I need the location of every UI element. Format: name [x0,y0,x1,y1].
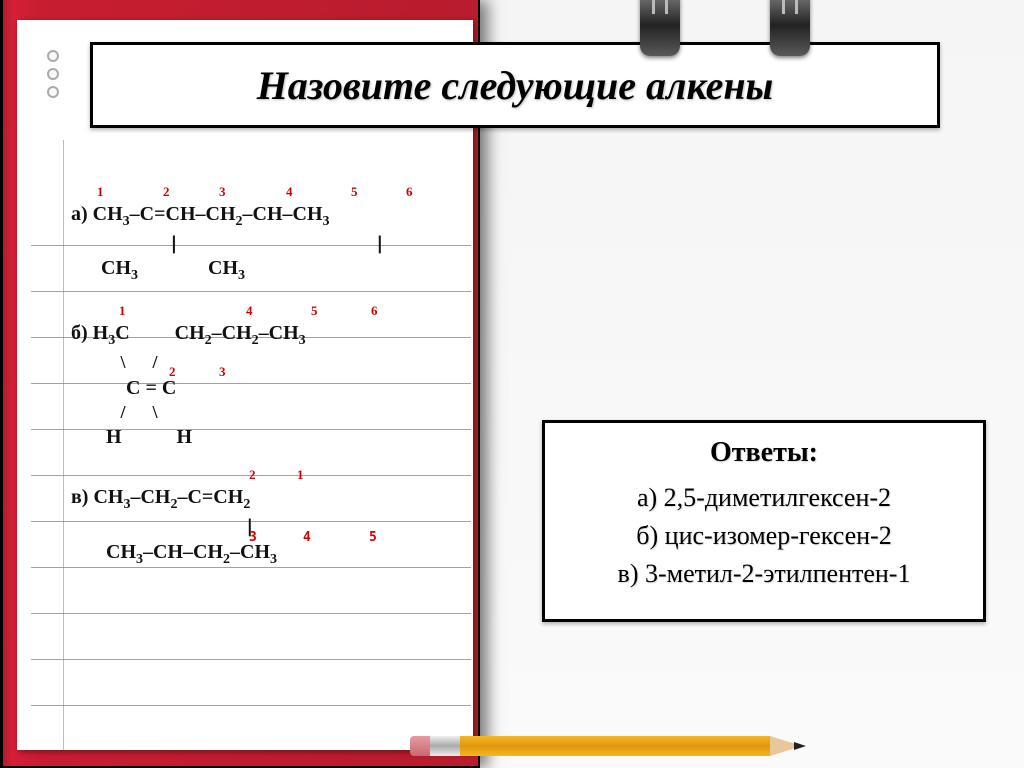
bond-line: | 3 4 5 [71,516,473,538]
formula-line: H H [71,425,473,449]
formula-line: CH3–CH–CH2–CH3 [71,540,473,569]
answer-item: б) цис-изомер-гексен-2 [565,521,963,551]
ruled-line [31,705,471,706]
carbon-number: 2 [163,184,170,200]
answer-item: в) 3-метил-2-этилпентен-1 [565,559,963,589]
binder-clip-icon [770,0,810,56]
bond-line: \ / [71,352,473,374]
formula-line: CH3 CH3 [71,256,473,285]
carbon-number: 6 [406,184,413,200]
carbon-number: 3 [219,184,226,200]
binder-holes [47,50,67,120]
slide: 1 2 3 4 5 6 а) CH3–C=CH–CH2–CH–CH3 | | C… [0,0,1024,768]
carbon-number: 4 [246,303,253,319]
carbon-number: 2 [169,364,176,380]
carbon-number: 1 [119,303,126,319]
formula-line: 2 3 C = C [71,376,473,400]
answer-item: а) 2,5-диметилгексен-2 [565,483,963,513]
carbon-number: 6 [371,303,378,319]
answers-box: Ответы: а) 2,5-диметилгексен-2 б) цис-из… [542,420,986,622]
formula-line: а) CH3–C=CH–CH2–CH–CH3 [71,202,473,231]
carbon-number: 5 [311,303,318,319]
carbon-number: 5 [351,184,358,200]
binder-clip-icon [640,0,680,56]
ruled-line [31,659,471,660]
carbon-number: 4 [286,184,293,200]
formula-line: в) CH3–CH2–C=CH2 [71,485,473,514]
notebook-page: 1 2 3 4 5 6 а) CH3–C=CH–CH2–CH–CH3 | | C… [17,20,473,750]
ruled-line [31,613,471,614]
carbon-number: 1 [297,467,304,483]
page-title: Назовите следующие алкены [257,62,774,109]
carbon-number: 1 [97,184,104,200]
carbon-number: 2 [249,467,256,483]
chemistry-problems: 1 2 3 4 5 6 а) CH3–C=CH–CH2–CH–CH3 | | C… [71,184,473,570]
pencil-icon [410,736,810,756]
bond-line: / \ [71,402,473,424]
formula-line: б) H3C CH2–CH2–CH3 [71,321,473,350]
answers-heading: Ответы: [565,437,963,469]
bond-line: | | [71,233,473,255]
carbon-number: 3 [219,364,226,380]
title-box: Назовите следующие алкены [90,42,940,128]
